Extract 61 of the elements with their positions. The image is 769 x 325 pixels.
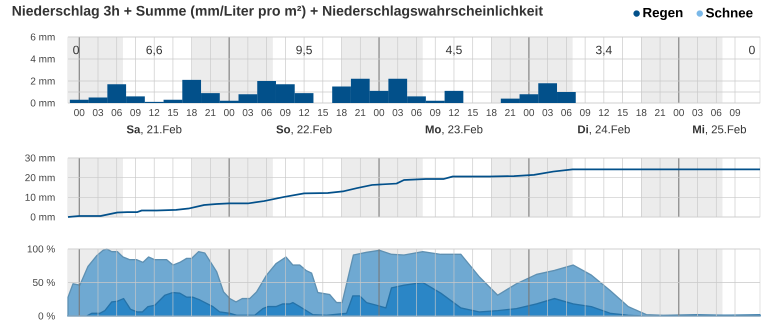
y-tick-label: 20 mm <box>25 174 55 182</box>
x-tick-label: 12 <box>449 109 460 116</box>
x-tick-label: 09 <box>130 109 141 116</box>
text: Sa, 21.Feb <box>126 125 182 135</box>
x-tick-label: 06 <box>711 109 722 116</box>
x-tick-label: 00 <box>524 109 534 116</box>
text: Mi, 25.Feb <box>693 125 746 135</box>
x-tick-label: 03 <box>242 109 253 116</box>
chart-title: Niederschlag 3h + Summe (mm/Liter pro m²) + Niederschlagswahrscheinlichkeit <box>12 5 543 19</box>
x-tick-label: 18 <box>636 109 646 116</box>
x-tick-label: 18 <box>486 109 497 116</box>
legend-label: Regen <box>643 8 682 20</box>
y-tick-label: 100 % <box>28 245 55 253</box>
x-tick-label: 12 <box>299 109 310 116</box>
x-tick-label: 03 <box>542 109 553 116</box>
text: Di, 24.Feb <box>578 125 630 135</box>
annotation: 6,6 <box>146 46 162 56</box>
x-tick-label: 03 <box>692 109 703 116</box>
y-tick-label: 6 mm <box>30 33 55 41</box>
x-tick-label: 03 <box>392 109 403 116</box>
y-tick-label: 2 mm <box>30 78 55 84</box>
x-tick-label: 21 <box>205 109 216 116</box>
x-tick-label: 06 <box>261 109 272 116</box>
y-tick-label: 10 mm <box>25 194 55 201</box>
text: Mo, 23.Feb <box>426 125 482 135</box>
y-tick-label: 0 % <box>38 312 55 320</box>
x-tick-label: 00 <box>74 109 84 116</box>
x-tick-label: 15 <box>318 109 328 116</box>
annotation: 0 <box>73 46 79 54</box>
x-tick-label: 12 <box>599 109 609 116</box>
annotation: 4,5 <box>446 46 462 56</box>
x-tick-label: 09 <box>580 109 590 116</box>
x-tick-label: 09 <box>280 109 290 116</box>
y-tick-label: 4 mm <box>30 56 55 62</box>
x-tick-label: 18 <box>336 109 347 116</box>
x-tick-label: 18 <box>186 109 197 116</box>
x-tick-label: 09 <box>430 109 440 116</box>
x-tick-label: 21 <box>505 109 516 116</box>
y-tick-label: 50 % <box>32 278 55 286</box>
x-tick-label: 15 <box>618 109 628 116</box>
x-tick-label: 06 <box>112 109 122 116</box>
x-tick-label: 00 <box>674 109 684 116</box>
x-tick-label: 00 <box>374 109 384 116</box>
x-tick-label: 00 <box>224 109 234 116</box>
annotation: 3,4 <box>596 46 612 56</box>
x-tick-label: 06 <box>561 109 572 116</box>
annotation: 9,5 <box>296 46 312 56</box>
x-tick-label: 06 <box>411 109 422 116</box>
text: So, 22.Feb <box>276 125 332 135</box>
y-tick-label: 0 mm <box>30 213 55 221</box>
x-tick-label: 03 <box>92 109 104 116</box>
x-tick-label: 12 <box>149 109 160 116</box>
x-tick-label: 21 <box>355 109 366 116</box>
y-tick-label: 0 mm <box>30 99 55 107</box>
x-tick-label: 15 <box>168 109 178 116</box>
x-tick-label: 15 <box>468 109 478 116</box>
x-tick-label: 21 <box>655 109 666 116</box>
x-tick-label: 09 <box>730 109 740 116</box>
annotation: 0 <box>749 46 755 54</box>
y-tick-label: 30 mm <box>25 154 55 162</box>
legend-label: Schnee <box>706 8 753 18</box>
